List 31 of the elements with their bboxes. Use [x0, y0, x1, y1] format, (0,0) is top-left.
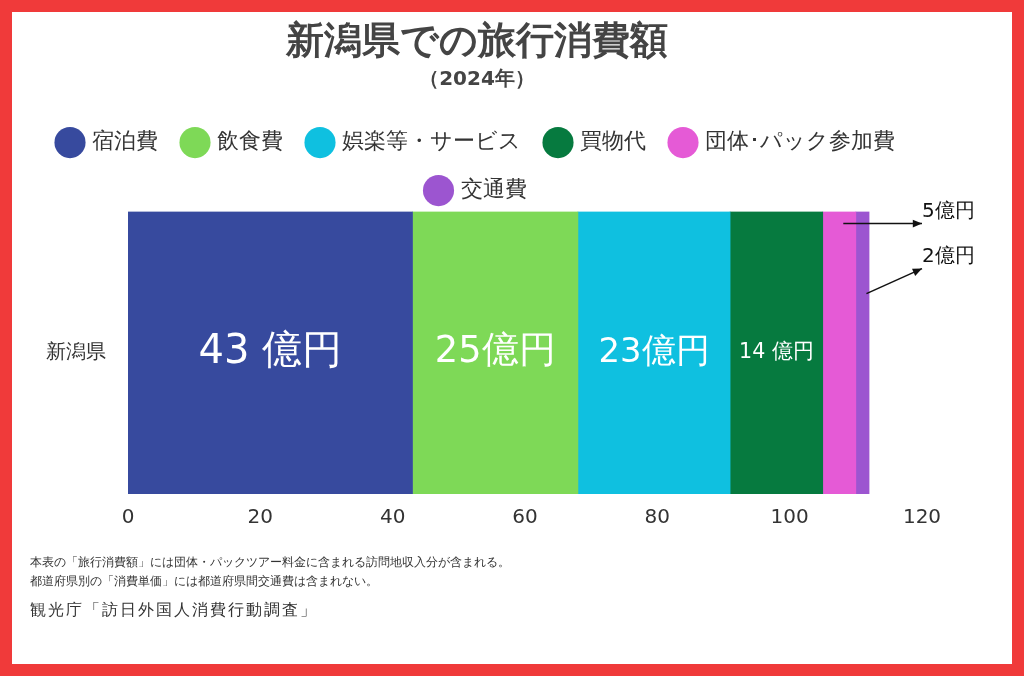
text: 本表の「旅行消費額」には団体・パックツアー料金に含まれる訪問地収入分が含まれる。 — [30, 554, 511, 571]
x-tick-label: 0 — [121, 504, 135, 529]
bar — [855, 211, 870, 494]
legend-label: 交通費 — [460, 176, 527, 202]
text: 観光庁「訪日外国人消費行動調査」 — [30, 600, 319, 621]
legend-label: 宿泊費 — [92, 128, 158, 154]
bar — [412, 211, 579, 494]
x-tick-label: 60 — [512, 504, 538, 529]
data-label: 43 億円 — [198, 326, 343, 373]
legend-label: 買物代 — [580, 128, 646, 154]
data-label: 25億円 — [434, 328, 556, 372]
data-label: 23億円 — [598, 330, 710, 370]
x-tick-label: 80 — [644, 504, 671, 529]
chart-subtitle: （2024年） — [419, 65, 535, 90]
data-label: 14 億円 — [739, 339, 814, 364]
x-tick-label: 100 — [770, 504, 809, 529]
legend-label: 飲食費 — [217, 128, 283, 154]
chart-title: 新潟県での旅行消費額 — [285, 17, 668, 62]
legend-label: 団体･パック参加費 — [705, 128, 895, 154]
data-label: 5億円 — [922, 197, 975, 222]
y-tick-label: 新潟県 — [46, 339, 106, 363]
x-tick-label: 20 — [247, 504, 274, 529]
bar — [822, 211, 857, 494]
text: 都道府県別の「消費単価」には都道府県間交通費は含まれない。 — [30, 573, 379, 590]
bar — [729, 211, 824, 494]
bar — [128, 211, 413, 494]
bar — [577, 211, 731, 494]
data-label: 2億円 — [922, 242, 975, 267]
x-tick-label: 120 — [902, 504, 942, 529]
legend-label: 娯楽等・サービス — [342, 128, 521, 154]
x-tick-label: 40 — [379, 504, 406, 529]
